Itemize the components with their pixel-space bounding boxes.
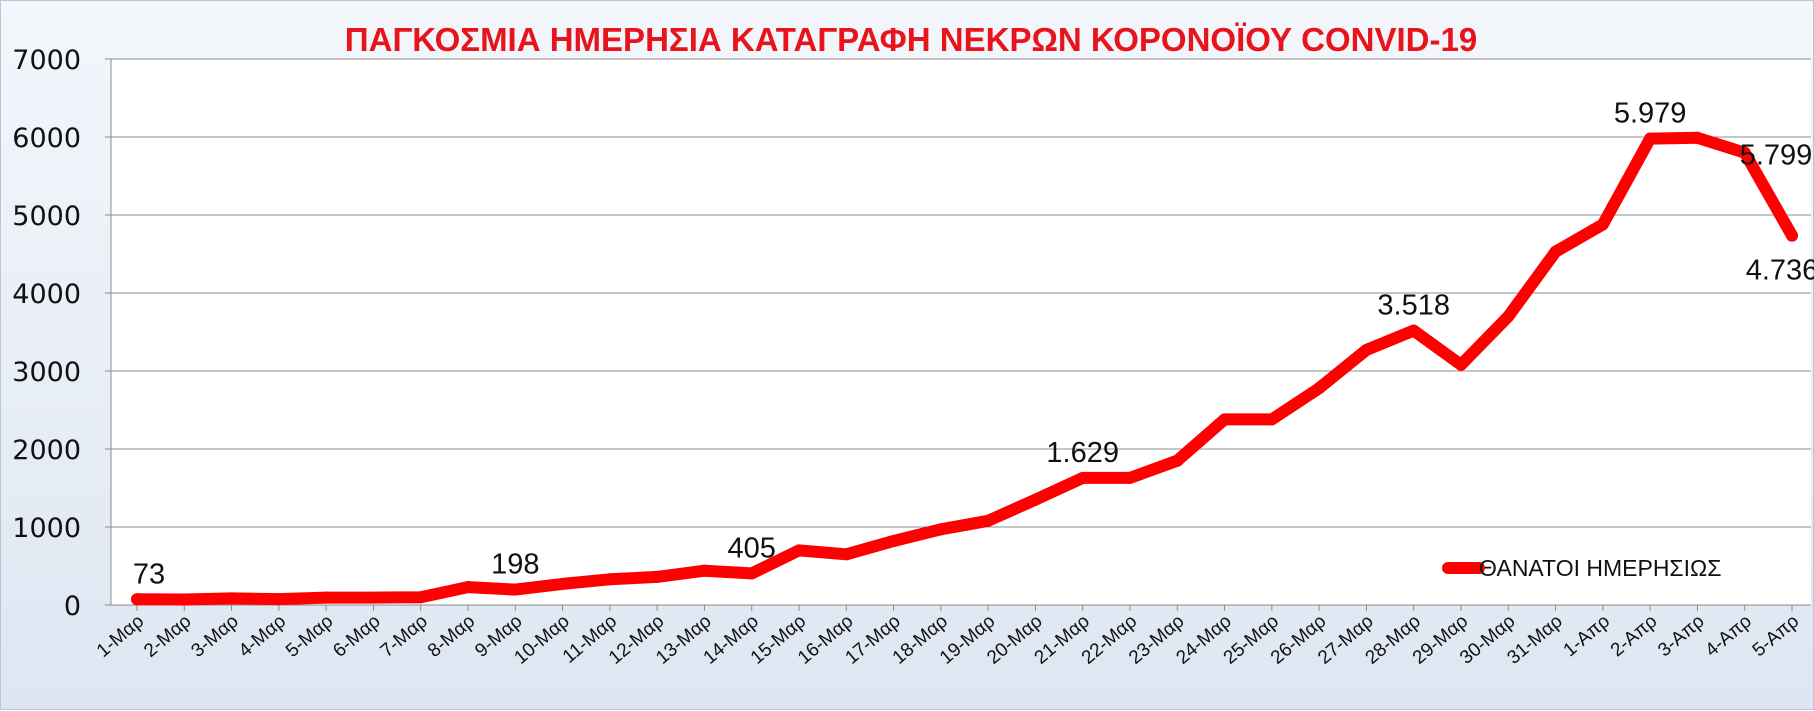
legend-label: ΘΑΝΑΤΟΙ ΗΜΕΡΗΣΙΩΣ <box>1479 555 1721 581</box>
x-tick-label: 1-Απρ <box>1560 611 1615 662</box>
data-point <box>1786 229 1798 242</box>
x-tick-label: 3-Απρ <box>1654 611 1709 662</box>
data-point <box>1265 413 1278 426</box>
data-point <box>887 535 900 548</box>
data-point <box>414 591 427 604</box>
data-point <box>272 593 285 606</box>
data-labels: 73 198 405 1.629 3.518 5.979 5.799 4.736 <box>133 98 1814 591</box>
y-tick-label: 5000 <box>12 201 81 232</box>
data-point <box>320 591 333 604</box>
data-point <box>1691 131 1704 144</box>
data-point <box>793 544 805 557</box>
data-point <box>1455 358 1467 371</box>
data-label: 198 <box>491 549 539 581</box>
data-point <box>840 548 853 561</box>
series-line <box>131 131 1798 606</box>
data-point <box>1171 454 1184 467</box>
data-point <box>698 564 711 577</box>
chart-title: ΠΑΓΚΟΣΜΙΑ ΗΜΕΡΗΣΙΑ ΚΑΤΑΓΡΑΦΗ ΝΕΚΡΩΝ ΚΟΡΟ… <box>345 21 1477 58</box>
data-point <box>1738 146 1751 159</box>
data-point <box>603 573 616 586</box>
legend: ΘΑΝΑΤΟΙ ΗΜΕΡΗΣΙΩΣ <box>1442 555 1721 581</box>
data-point <box>462 581 474 594</box>
data-point <box>1596 218 1609 231</box>
data-point <box>745 567 758 580</box>
series-layer <box>131 131 1798 606</box>
data-point <box>178 593 191 606</box>
x-tick-label: 4-Απρ <box>1701 611 1756 662</box>
y-tick-label: 7000 <box>12 45 81 76</box>
data-point <box>1313 382 1326 395</box>
data-label: 405 <box>728 532 776 564</box>
x-tick-label: 4-Μαρ <box>235 611 290 662</box>
data-label: 4.736 <box>1746 255 1814 287</box>
x-tick-label: 5-Απρ <box>1749 611 1804 662</box>
y-tick-label: 3000 <box>12 357 81 388</box>
data-point <box>1502 310 1515 323</box>
y-tick-label: 0 <box>64 591 81 622</box>
data-point <box>225 592 238 605</box>
x-tick-label: 8-Μαρ <box>424 611 479 662</box>
x-tick-label: 2-Απρ <box>1607 611 1662 662</box>
x-tick-label: 6-Μαρ <box>329 611 384 662</box>
data-label: 5.979 <box>1614 98 1687 130</box>
x-tick-label: 5-Μαρ <box>282 611 337 662</box>
x-tick-label: 7-Μαρ <box>377 611 432 662</box>
data-point <box>367 591 380 604</box>
y-tick-label: 2000 <box>12 435 81 466</box>
data-point <box>934 523 947 536</box>
data-point <box>1076 471 1089 484</box>
x-axis-ticks: 1-Μαρ2-Μαρ3-Μαρ4-Μαρ5-Μαρ6-Μαρ7-Μαρ8-Μαρ… <box>93 611 1803 669</box>
data-label: 3.518 <box>1377 290 1450 322</box>
data-point <box>982 514 995 527</box>
y-tick-label: 1000 <box>12 513 81 544</box>
data-point <box>651 570 664 583</box>
data-point <box>509 583 522 596</box>
data-label: 5.799 <box>1740 140 1813 172</box>
data-label: 1.629 <box>1046 437 1119 469</box>
y-tick-label: 6000 <box>12 123 81 154</box>
data-point <box>1549 245 1562 258</box>
x-tick-label: 1-Μαρ <box>93 611 148 662</box>
data-point <box>1029 493 1042 506</box>
data-point <box>556 577 569 590</box>
data-point <box>131 593 143 606</box>
data-point <box>1407 324 1420 337</box>
data-point <box>1644 132 1657 145</box>
data-label: 73 <box>133 558 165 590</box>
y-tick-label: 4000 <box>12 279 81 310</box>
plot-area <box>111 59 1811 605</box>
x-tick-label: 3-Μαρ <box>188 611 243 662</box>
data-point <box>1360 343 1373 356</box>
x-tick-label: 2-Μαρ <box>140 611 195 662</box>
data-point <box>1218 413 1231 426</box>
data-point <box>1124 471 1136 484</box>
y-axis-ticks: 0 1000 2000 3000 4000 5000 6000 7000 <box>12 45 81 622</box>
